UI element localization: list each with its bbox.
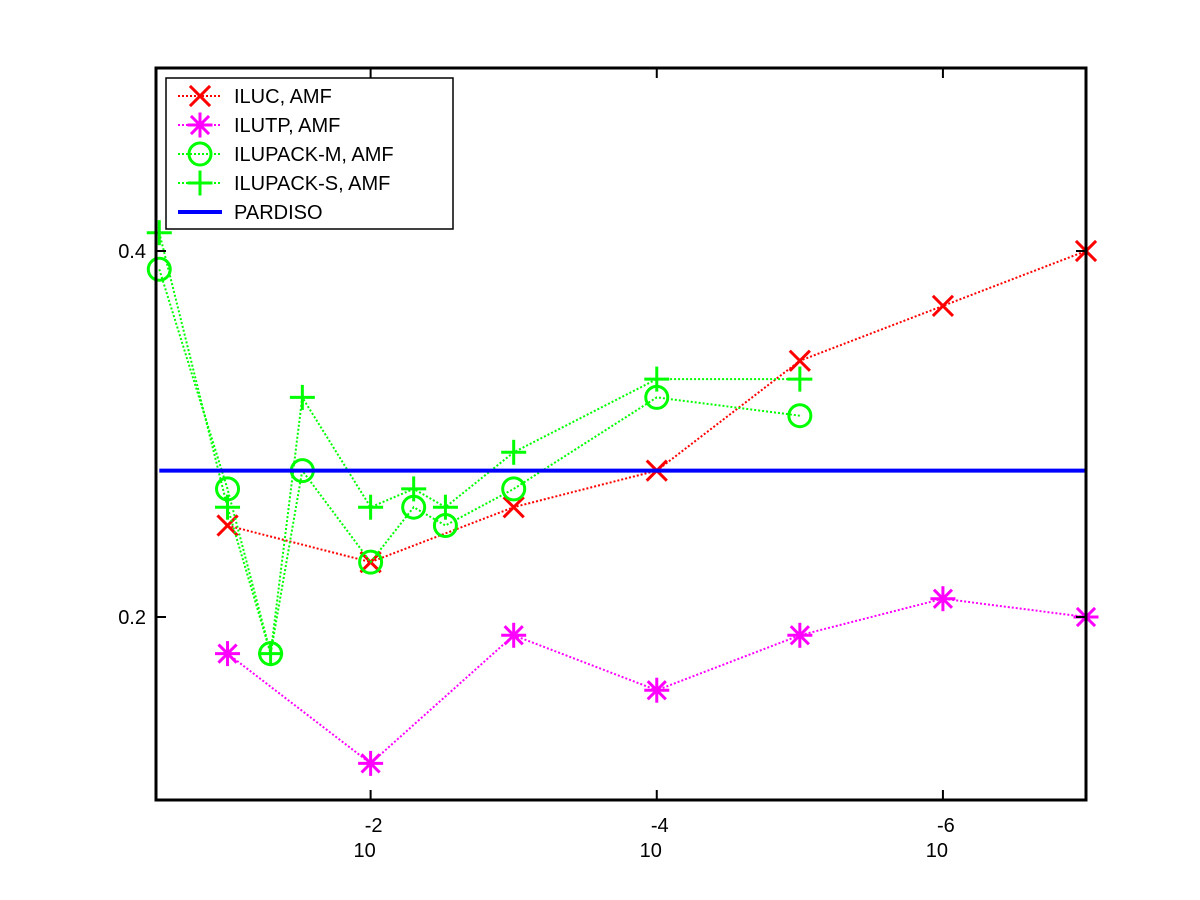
point-ilutp-amf-0 — [215, 641, 241, 667]
series-line-ilupack-s-amf — [158, 232, 800, 654]
series-iluc-amf — [216, 239, 1098, 574]
legend-item-iluc-amf: ILUC, AMF — [178, 84, 332, 108]
point-ilutp-amf-5 — [930, 586, 956, 612]
x-tick-label-exp-1: -4 — [651, 815, 669, 837]
point-ilupack-s-amf-7 — [501, 439, 527, 465]
legend-item-ilupack-m-amf: ILUPACK-M, AMF — [178, 141, 394, 167]
legend-label-ilutp-amf: ILUTP, AMF — [234, 115, 340, 137]
point-iluc-amf-5 — [931, 294, 955, 318]
legend-box — [165, 77, 454, 230]
x-tick-label-base-2: 10 — [926, 840, 948, 862]
point-ilupack-s-amf-1 — [215, 494, 241, 520]
legend-item-pardiso: PARDISO — [178, 202, 323, 224]
point-ilutp-amf-4 — [787, 622, 813, 648]
point-ilutp-amf-3 — [644, 677, 670, 703]
point-ilupack-s-amf-9 — [787, 366, 813, 392]
ticks-layer: 10 -2 10 -4 10 -6 0.2 0.4 — [118, 68, 1086, 862]
legend-item-ilupack-s-amf: ILUPACK-S, AMF — [178, 170, 390, 196]
point-ilupack-s-amf-8 — [644, 366, 670, 392]
point-iluc-amf-0 — [216, 514, 239, 537]
legend: ILUC, AMF ILUTP, AMF ILUPACK-M, AMF ILUPACK… — [165, 77, 454, 230]
point-iluc-amf-4 — [788, 349, 811, 372]
point-ilutp-amf-1 — [358, 750, 384, 776]
legend-marker-iluc-amf — [188, 84, 212, 108]
series-line-iluc-amf — [227, 250, 1087, 564]
point-ilupack-m-amf-9 — [787, 403, 813, 429]
point-ilupack-s-amf-3 — [289, 384, 315, 410]
series-layer — [146, 220, 1099, 776]
point-ilutp-amf-2 — [501, 622, 527, 648]
point-ilupack-s-amf-0 — [146, 220, 172, 246]
point-ilupack-s-amf-5 — [401, 476, 427, 502]
legend-marker-ilutp-amf — [187, 112, 213, 138]
legend-label-ilupack-m-amf: ILUPACK-M, AMF — [234, 144, 394, 166]
legend-label-pardiso: PARDISO — [234, 202, 323, 224]
legend-marker-ilupack-s-amf — [187, 170, 213, 196]
point-ilupack-s-amf-4 — [358, 494, 384, 520]
point-ilupack-m-amf-7 — [501, 476, 527, 502]
x-tick-label-base-1: 10 — [640, 840, 662, 862]
series-ilupack-m-amf — [146, 256, 813, 667]
point-ilupack-m-amf-0 — [146, 256, 172, 282]
point-ilupack-m-amf-4 — [358, 549, 384, 575]
legend-label-ilupack-s-amf: ILUPACK-S, AMF — [234, 173, 390, 195]
point-ilupack-s-amf-2 — [258, 641, 284, 667]
y-tick-label-0: 0.2 — [118, 607, 146, 629]
series-ilupack-s-amf — [146, 220, 813, 667]
x-tick-label-exp-2: -6 — [937, 815, 955, 837]
legend-marker-ilupack-m-amf — [187, 141, 213, 167]
point-ilupack-s-amf-6 — [432, 494, 458, 520]
series-ilutp-amf — [215, 586, 1099, 776]
legend-label-iluc-amf: ILUC, AMF — [234, 86, 332, 108]
x-tick-label-base-0: 10 — [353, 840, 375, 862]
point-iluc-amf-2 — [502, 496, 525, 519]
y-tick-label-1: 0.4 — [118, 241, 146, 263]
plot-frame — [154, 66, 1088, 802]
legend-item-ilutp-amf: ILUTP, AMF — [178, 112, 340, 138]
series-line-ilupack-m-amf — [158, 269, 800, 654]
x-tick-label-exp-0: -2 — [365, 815, 383, 837]
